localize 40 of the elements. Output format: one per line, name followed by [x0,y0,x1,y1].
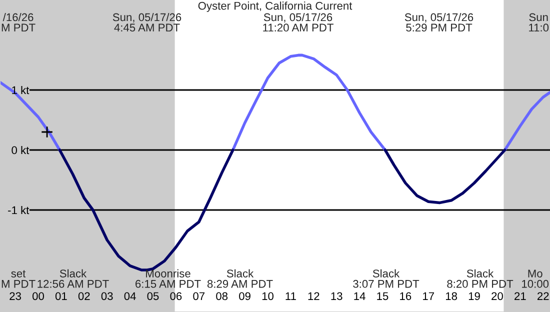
x-tick-label: 17 [423,292,434,300]
x-tick-label: 18 [446,292,458,300]
x-tick-label: 21 [514,292,526,300]
y-tick-label: 1 kt [12,86,30,94]
x-tick-label: 00 [32,292,44,300]
annotation: Mo 10:00 [522,270,549,288]
x-tick-label: 20 [492,292,503,300]
x-tick-label: 02 [78,292,90,300]
x-tick-label: 08 [216,292,228,300]
x-tick-label: 05 [147,292,159,300]
annotation: Sun, 05/17/26 5:29 PM PDT [404,13,474,32]
x-tick-label: 23 [10,292,21,300]
annotation: Moonrise 6:15 AM PDT [136,269,201,288]
annotation: Slack 3:07 PM PDT [353,269,420,288]
x-tick-label: 06 [170,292,182,300]
x-tick-label: 19 [468,292,480,300]
x-tick-label: 16 [400,292,412,300]
y-tick-label: -1 kt [8,206,30,214]
x-tick-label: 04 [124,292,136,300]
x-tick-label: 12 [308,292,320,300]
chart-title: Oyster Point, California Current [198,2,352,12]
x-tick-label: 01 [55,292,67,300]
x-tick-label: 15 [377,292,388,300]
annotation: Slack 8:29 AM PDT [207,269,273,288]
y-tick-label: 0 kt [12,146,30,154]
annotation: Sun 11:0 [529,13,549,32]
x-tick-label: 22 [537,292,549,300]
x-tick-label: 11 [286,292,296,300]
x-tick-label: 03 [101,292,113,300]
annotation: /16/26 M PDT [2,13,36,32]
x-tick-label: 09 [239,292,250,300]
x-tick-label: 14 [354,292,366,300]
annotation: Slack 12:56 AM PDT [38,269,109,288]
annotation: Sun, 05/17/26 11:20 AM PDT [263,13,334,32]
x-tick-label: 10 [262,292,274,300]
annotation: Sun, 05/17/26 4:45 AM PDT [112,13,182,32]
x-tick-label: 07 [193,292,205,300]
annotation: Slack 8:20 PM PDT [447,269,514,288]
x-tick-label: 13 [331,292,342,300]
annotation: set M PDT [2,270,36,288]
